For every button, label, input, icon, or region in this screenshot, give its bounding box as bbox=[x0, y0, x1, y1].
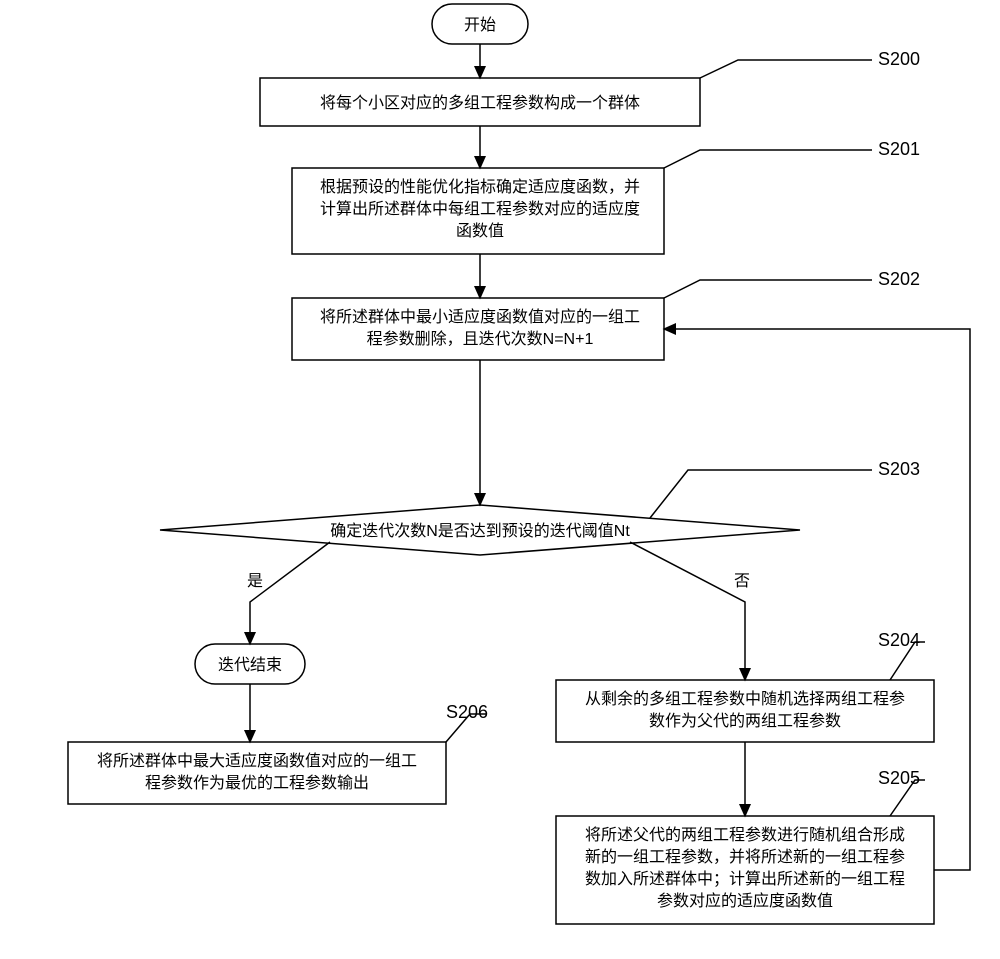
branch-no-label: 否 bbox=[734, 573, 750, 590]
s200-id: S200 bbox=[878, 49, 920, 69]
s200-leader bbox=[700, 60, 872, 78]
s201-line1: 计算出所述群体中每组工程参数对应的适应度 bbox=[320, 199, 640, 218]
s204-line1: 数作为父代的两组工程参数 bbox=[649, 712, 841, 730]
s205-line2: 数加入所述群体中；计算出所述新的一组工程 bbox=[585, 869, 905, 888]
s205-line1: 新的一组工程参数，并将所述新的一组工程参 bbox=[585, 848, 905, 866]
end-label: 迭代结束 bbox=[218, 656, 282, 674]
s201-line0: 根据预设的性能优化指标确定适应度函数，并 bbox=[320, 177, 640, 196]
s200-line0: 将每个小区对应的多组工程参数构成一个群体 bbox=[320, 93, 640, 112]
s206-line0: 将所述群体中最大适应度函数值对应的一组工 bbox=[97, 751, 417, 770]
s205-line3: 参数对应的适应度函数值 bbox=[657, 891, 833, 910]
s202-box bbox=[292, 298, 664, 360]
branch-yes-label: 是 bbox=[247, 573, 263, 590]
s202-line1: 程参数删除，且迭代次数N=N+1 bbox=[367, 330, 594, 348]
s204-id: S204 bbox=[878, 630, 920, 650]
s204-line0: 从剩余的多组工程参数中随机选择两组工程参 bbox=[585, 689, 905, 708]
s203-id: S203 bbox=[878, 459, 920, 479]
s206-id: S206 bbox=[446, 702, 488, 722]
s202-id: S202 bbox=[878, 269, 920, 289]
s202-line0: 将所述群体中最小适应度函数值对应的一组工 bbox=[320, 307, 640, 326]
s203-leader bbox=[650, 470, 872, 518]
s205-line0: 将所述父代的两组工程参数进行随机组合形成 bbox=[585, 826, 905, 844]
s201-line2: 函数值 bbox=[456, 222, 504, 240]
s204-box bbox=[556, 680, 934, 742]
s203-text: 确定迭代次数N是否达到预设的迭代阈值Nt bbox=[330, 522, 630, 540]
edge-s205-loop bbox=[664, 329, 970, 870]
s201-id: S201 bbox=[878, 139, 920, 159]
s206-line1: 程参数作为最优的工程参数输出 bbox=[145, 774, 369, 792]
s202-leader bbox=[664, 280, 872, 298]
start-label: 开始 bbox=[464, 16, 496, 34]
s205-id: S205 bbox=[878, 768, 920, 788]
edge-s203-no bbox=[630, 542, 745, 680]
s206-box bbox=[68, 742, 446, 804]
edge-s203-yes bbox=[250, 542, 330, 644]
s201-leader bbox=[664, 150, 872, 168]
